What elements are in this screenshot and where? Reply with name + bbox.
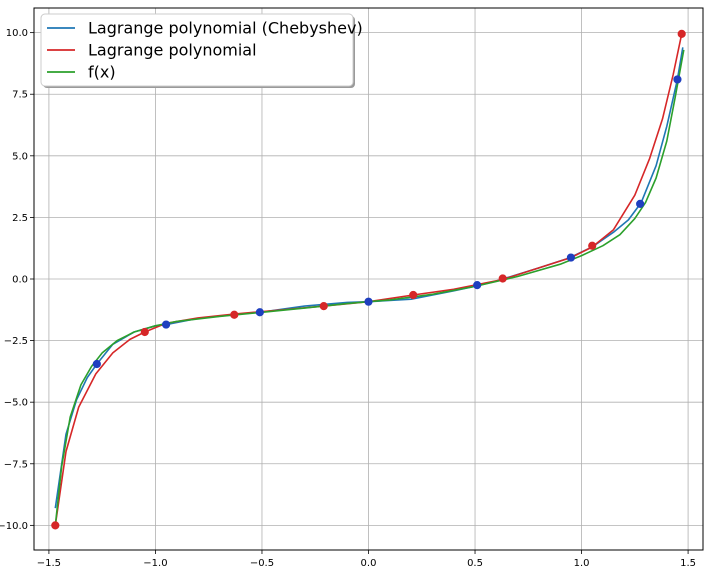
node-point xyxy=(161,320,171,329)
node-point xyxy=(255,308,264,317)
legend: Lagrange polynomial (Chebyshev) Lagrange … xyxy=(40,13,363,88)
y-tick-label: 5.0 xyxy=(12,151,28,162)
x-tick-label: 0.0 xyxy=(361,558,377,569)
y-tick-label: 0.0 xyxy=(12,275,28,286)
y-tick-label: −2.5 xyxy=(4,336,28,347)
node-point xyxy=(677,29,686,38)
y-tick-label: 10.0 xyxy=(6,28,28,39)
y-tick-label: 7.5 xyxy=(12,90,28,101)
node-point xyxy=(473,281,482,290)
x-tick-label: 0.5 xyxy=(467,558,483,569)
legend-label: Lagrange polynomial xyxy=(88,41,257,60)
node-point xyxy=(92,359,101,369)
node-point xyxy=(566,253,576,262)
node-point xyxy=(230,310,239,319)
node-point xyxy=(51,521,60,530)
node-point xyxy=(409,290,418,300)
y-axis: 10.0 7.5 5.0 2.5 0.0 −2.5 −5.0 −7.5 −10.0 xyxy=(0,28,34,532)
legend-box xyxy=(40,13,354,87)
x-tick-label: −0.5 xyxy=(250,558,274,569)
x-tick-label: 1.5 xyxy=(680,558,696,569)
node-point xyxy=(636,199,645,208)
node-point xyxy=(673,75,682,84)
y-tick-label: −7.5 xyxy=(4,459,28,470)
x-tick-label: −1.0 xyxy=(143,558,167,569)
x-tick-label: −1.5 xyxy=(37,558,61,569)
legend-label: Lagrange polynomial (Chebyshev) xyxy=(88,19,363,38)
node-point xyxy=(364,297,373,306)
legend-label: f(x) xyxy=(88,63,116,82)
node-point xyxy=(498,274,507,283)
x-axis: −1.5 −1.0 −0.5 0.0 0.5 1.0 1.5 xyxy=(37,550,696,569)
x-tick-label: 1.0 xyxy=(574,558,590,569)
y-tick-label: −10.0 xyxy=(0,521,28,532)
node-point xyxy=(319,302,328,311)
y-tick-label: −5.0 xyxy=(4,398,28,409)
node-point xyxy=(140,327,149,337)
node-point xyxy=(588,241,597,250)
y-tick-label: 2.5 xyxy=(12,213,28,224)
node-points xyxy=(51,29,686,530)
